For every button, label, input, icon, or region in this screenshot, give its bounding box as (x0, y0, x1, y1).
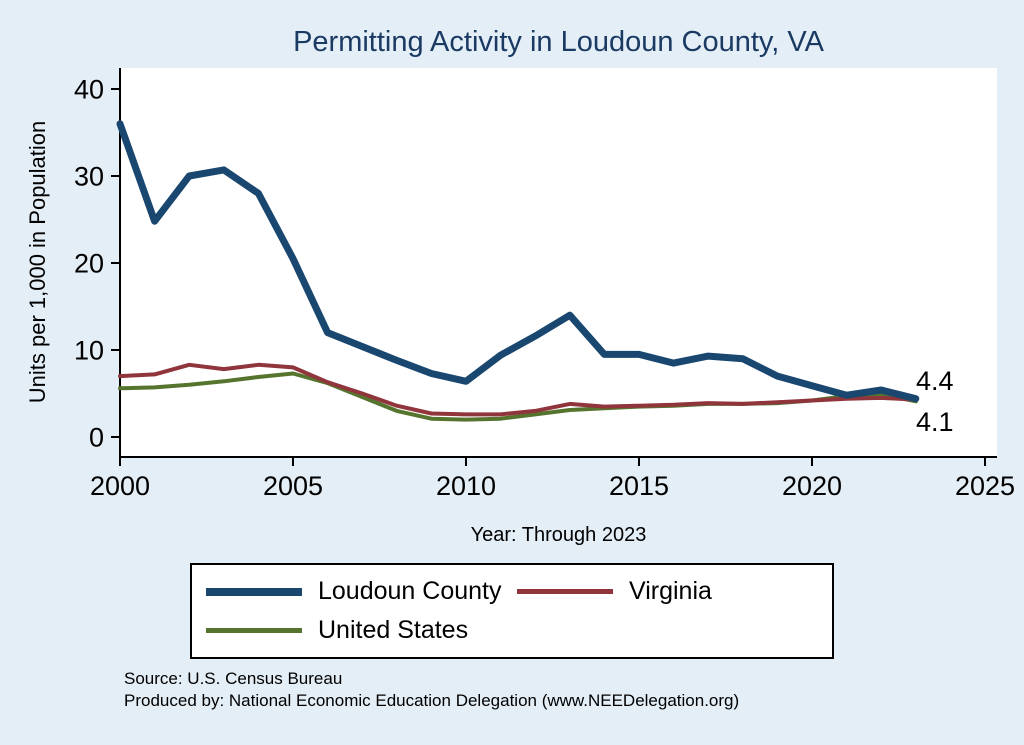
x-tick-label: 2000 (90, 471, 150, 501)
legend-entry-united-states: United States (206, 616, 507, 645)
legend-swatch-loudoun-county (206, 587, 302, 596)
chart-title: Permitting Activity in Loudoun County, V… (293, 26, 824, 58)
x-tick-label: 2020 (782, 471, 842, 501)
legend: Loudoun County Virginia United States (190, 563, 834, 659)
series-line-virginia (118, 362, 918, 417)
series-line-loudoun-county (116, 120, 920, 403)
legend-label-united-states: United States (318, 616, 469, 644)
legend-swatch-virginia (517, 589, 613, 594)
x-tick-label: 2005 (263, 471, 323, 501)
legend-entry-loudoun-county: Loudoun County (206, 577, 507, 606)
y-tick-label: 10 (74, 335, 104, 365)
end-value-label-bottom: 4.1 (916, 407, 954, 437)
y-tick-label: 30 (74, 161, 104, 191)
x-axis-title: Year: Through 2023 (470, 524, 647, 546)
y-tick-label: 20 (74, 248, 104, 278)
x-tick-label: 2025 (955, 471, 1015, 501)
y-axis-title: Units per 1,000 in Population (25, 120, 50, 404)
produced-by-line: Produced by: National Economic Education… (124, 691, 740, 711)
end-value-label-top: 4.4 (916, 366, 954, 396)
legend-entry-virginia: Virginia (517, 577, 818, 606)
x-tick-label: 2010 (436, 471, 496, 501)
legend-swatch-united-states (206, 628, 302, 633)
y-tick-label: 0 (89, 422, 104, 452)
y-tick-label: 40 (74, 74, 104, 104)
footer: Source: U.S. Census Bureau Produced by: … (124, 668, 739, 712)
x-tick-label: 2015 (609, 471, 669, 501)
legend-label-loudoun-county: Loudoun County (318, 577, 502, 605)
legend-label-virginia: Virginia (629, 577, 712, 605)
source-line: Source: U.S. Census Bureau (124, 669, 343, 688)
